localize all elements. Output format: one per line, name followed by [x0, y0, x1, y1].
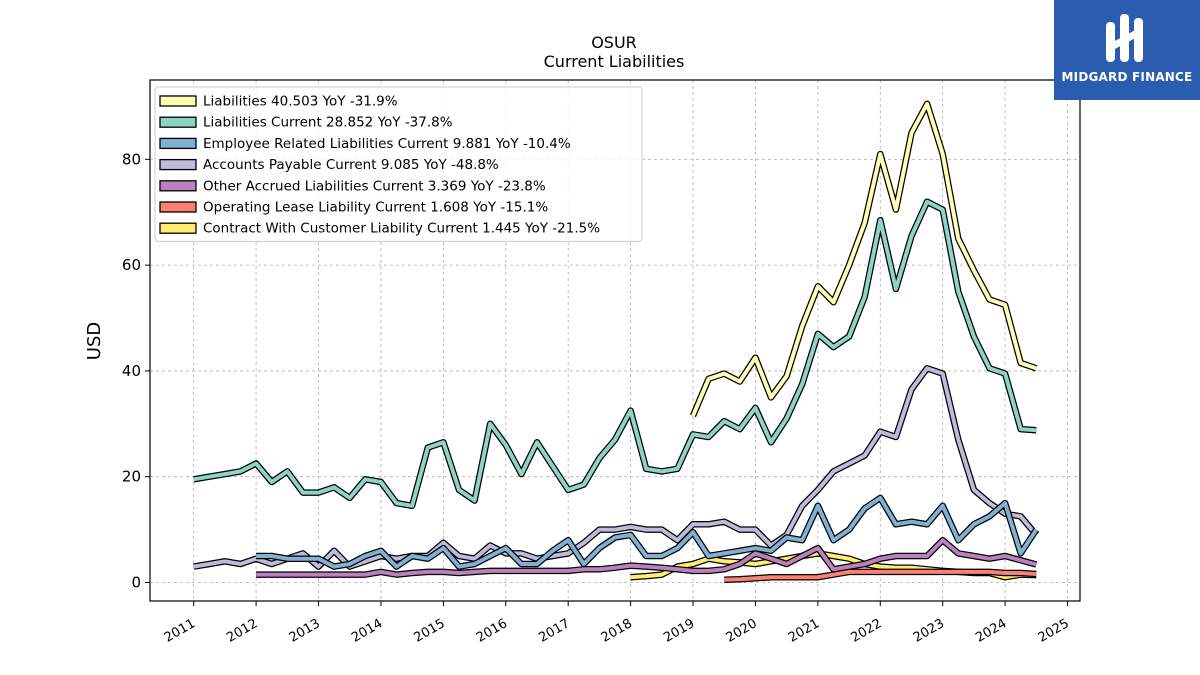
brand-mark-icon: [1106, 14, 1143, 62]
legend-label: Employee Related Liabilities Current 9.8…: [203, 136, 571, 152]
legend-swatch: [159, 201, 197, 213]
y-tick-label: 0: [131, 573, 141, 591]
brand-name: MIDGARD FINANCE: [1061, 70, 1193, 84]
legend-label: Contract With Customer Liability Current…: [203, 221, 600, 237]
y-tick-label: 40: [122, 362, 141, 380]
x-tick-label: 2015: [412, 616, 448, 646]
axes: [149, 79, 1081, 602]
legend-item: Accounts Payable Current 9.085 YoY -48.8…: [159, 157, 499, 173]
x-tick-label: 2020: [724, 616, 760, 646]
series-line-stroke: [691, 101, 1037, 417]
x-tick-label: 2017: [536, 616, 572, 646]
y-tick-label: 80: [122, 150, 141, 168]
x-tick-label: 2013: [287, 616, 323, 646]
series-line: [193, 365, 1039, 570]
series-line-stroke: [193, 366, 1038, 569]
chart-subtitle: Current Liabilities: [544, 52, 685, 71]
legend-item: Operating Lease Liability Current 1.608 …: [159, 200, 548, 216]
series-line: [256, 536, 1038, 578]
y-tick-label: 60: [122, 256, 141, 274]
x-tick-label: 2014: [349, 616, 385, 646]
legend-label: Operating Lease Liability Current 1.608 …: [203, 200, 548, 216]
x-tick-label: 2012: [224, 616, 260, 646]
legend-item: Employee Related Liabilities Current 9.8…: [159, 136, 571, 152]
legend: Liabilities 40.503 YoY -31.9% Liabilities…: [154, 86, 643, 242]
series-line-stroke: [256, 495, 1038, 569]
x-tick-label: 2025: [1036, 616, 1072, 646]
x-tick-label: 2022: [848, 616, 884, 646]
chart-title: OSUR: [591, 33, 637, 52]
series-line: [193, 198, 1037, 510]
legend-swatch: [159, 116, 197, 128]
legend-label: Accounts Payable Current 9.085 YoY -48.8…: [203, 157, 499, 173]
series-line: [256, 494, 1040, 570]
x-tick-label: 2021: [786, 616, 822, 646]
series-line: [690, 100, 1038, 418]
x-tick-label: 2023: [911, 616, 947, 646]
series-line-stroke: [193, 199, 1037, 508]
legend-item: Liabilities Current 28.852 YoY -37.8%: [159, 115, 453, 131]
series-line: [724, 568, 1037, 584]
legend-swatch: [159, 137, 197, 150]
series-line-stroke: [724, 569, 1037, 582]
x-tick-label: 2019: [661, 616, 697, 646]
x-tick-label: 2011: [162, 616, 198, 646]
legend-swatch: [159, 95, 197, 107]
legend-box: [154, 86, 643, 242]
legend-item: Liabilities 40.503 YoY -31.9%: [159, 94, 398, 110]
x-tick-label: 2024: [973, 616, 1009, 646]
series-line-outline: [690, 100, 1038, 418]
legend-label: Liabilities 40.503 YoY -31.9%: [203, 94, 398, 110]
plot-frame: [149, 79, 1081, 602]
legend-swatch: [159, 222, 197, 234]
brand-logo: MIDGARD FINANCE: [1054, 0, 1200, 100]
legend-item: Contract With Customer Liability Current…: [159, 221, 600, 237]
legend-swatch: [159, 180, 197, 192]
legend-item: Other Accrued Liabilities Current 3.369 …: [159, 178, 546, 194]
y-axis-label: USD: [84, 322, 105, 360]
legend-swatch: [159, 158, 197, 171]
legend-label: Liabilities Current 28.852 YoY -37.8%: [203, 115, 453, 131]
x-tick-label: 2016: [474, 616, 510, 646]
x-tick-label: 2018: [599, 616, 635, 646]
legend-label: Other Accrued Liabilities Current 3.369 …: [203, 178, 546, 194]
series-line-stroke: [256, 538, 1037, 577]
series-lines: [193, 100, 1040, 584]
y-tick-label: 20: [122, 468, 141, 486]
